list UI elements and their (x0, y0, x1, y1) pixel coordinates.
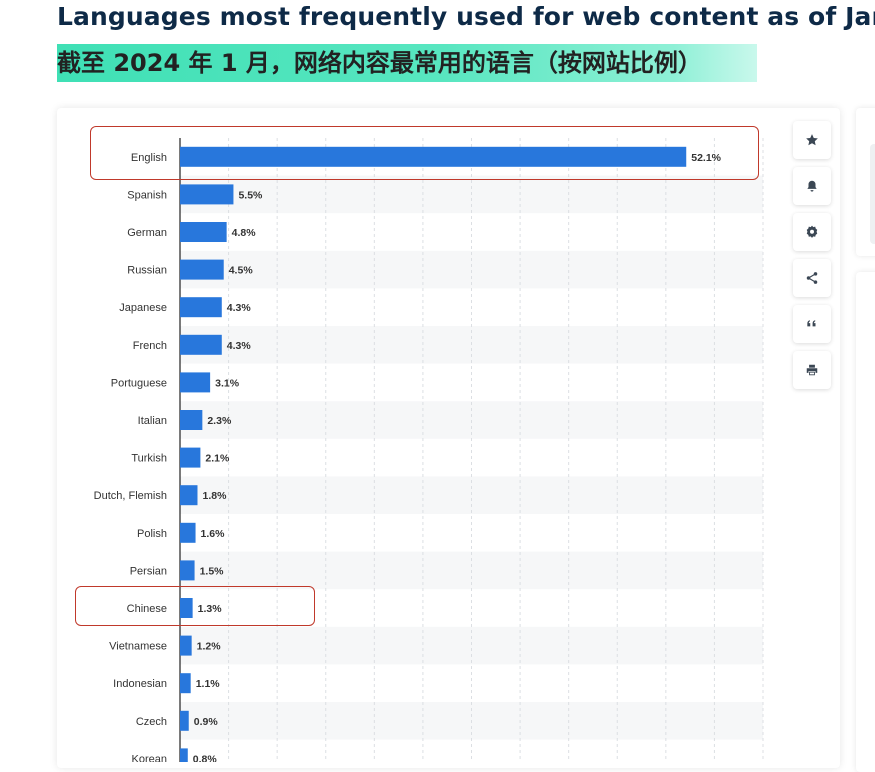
print-button[interactable] (793, 351, 831, 389)
value-label: 5.5% (238, 189, 263, 201)
value-label: 4.8% (232, 227, 257, 239)
value-label: 1.5% (200, 565, 225, 577)
print-icon (806, 364, 818, 376)
category-label: Spanish (127, 189, 167, 201)
cite-button[interactable] (793, 305, 831, 343)
bar (180, 635, 192, 656)
value-label: 1.3% (198, 603, 223, 615)
bar (180, 410, 203, 430)
share-button[interactable] (793, 259, 831, 297)
english-highlight-box (90, 126, 759, 180)
value-label: 2.1% (205, 453, 230, 465)
category-label: Vietnamese (109, 641, 167, 653)
settings-button[interactable] (793, 213, 831, 251)
bar (180, 560, 195, 581)
chinese-highlight-box (75, 586, 315, 626)
category-label: Indonesian (113, 678, 167, 690)
category-label: Czech (136, 716, 167, 728)
bar (180, 485, 198, 506)
value-label: 4.3% (227, 302, 252, 314)
bar (180, 146, 687, 167)
category-label: Portuguese (111, 377, 167, 389)
category-label: Persian (130, 565, 167, 577)
category-label: English (131, 152, 167, 164)
bar (180, 297, 222, 318)
value-label: 0.8% (193, 753, 218, 762)
value-label: 52.1% (691, 152, 721, 164)
category-label: Russian (127, 265, 167, 277)
category-label: German (127, 227, 167, 239)
page-title: Languages most frequently used for web c… (57, 2, 875, 31)
value-label: 4.3% (227, 340, 252, 352)
bar (180, 372, 211, 393)
bar (180, 598, 193, 618)
value-label: 1.2% (197, 641, 222, 653)
value-label: 2.3% (207, 415, 232, 427)
bar (180, 222, 227, 242)
value-label: 0.9% (194, 716, 219, 728)
bar (180, 334, 222, 355)
row-band (180, 626, 763, 665)
alert-button[interactable] (793, 167, 831, 205)
star-icon (806, 134, 818, 146)
category-label: French (133, 340, 167, 352)
side-panel (856, 108, 875, 256)
category-label: Chinese (127, 603, 167, 615)
category-label: Korean (132, 753, 167, 762)
value-label: 3.1% (215, 377, 240, 389)
bar (180, 710, 189, 731)
bell-icon (807, 180, 817, 192)
side-panel-grip (870, 144, 875, 244)
value-label: 1.8% (202, 490, 227, 502)
bar (180, 184, 234, 205)
value-label: 4.5% (229, 265, 254, 277)
favorite-button[interactable] (793, 121, 831, 159)
category-label: Turkish (131, 453, 167, 465)
bar (180, 673, 191, 694)
gear-icon (806, 225, 818, 238)
category-label: Italian (138, 415, 167, 427)
bar (180, 447, 201, 468)
share-icon (806, 272, 818, 284)
value-label: 1.6% (201, 528, 226, 540)
side-panel-lower (856, 272, 875, 772)
bar (180, 259, 224, 280)
category-label: Japanese (119, 302, 167, 314)
subtitle-highlight: 截至 2024 年 1 月，网络内容最常用的语言（按网站比例） (57, 44, 757, 82)
value-label: 1.1% (196, 678, 221, 690)
bar (180, 522, 196, 543)
page-subtitle-zh: 截至 2024 年 1 月，网络内容最常用的语言（按网站比例） (57, 49, 702, 77)
category-label: Dutch, Flemish (94, 490, 167, 502)
quote-icon (807, 320, 816, 327)
category-label: Polish (137, 528, 167, 540)
bar (180, 748, 188, 762)
